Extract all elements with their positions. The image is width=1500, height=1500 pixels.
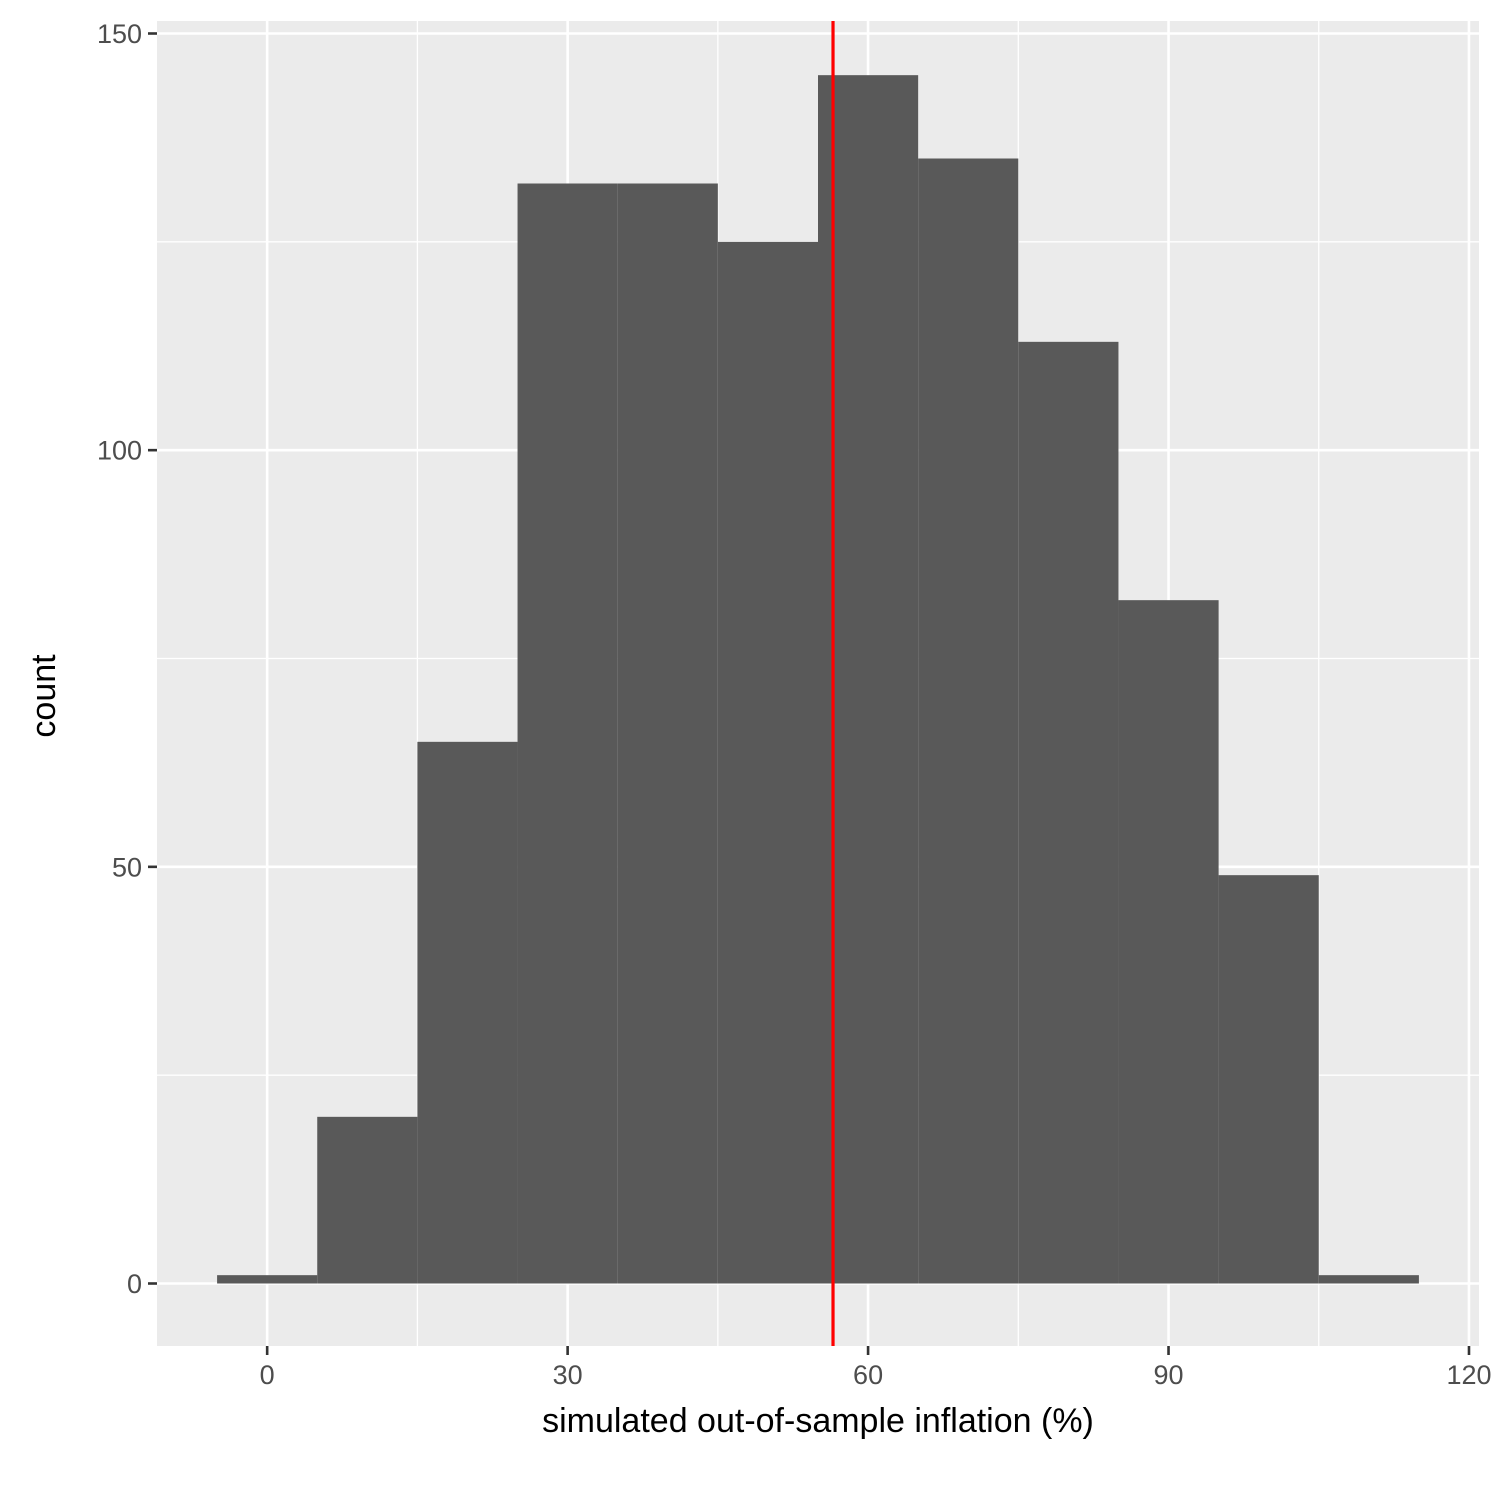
histogram-bar	[1118, 600, 1219, 1284]
histogram-bar	[1218, 875, 1319, 1284]
y-tick-label: 150	[97, 19, 142, 49]
histogram-bar	[1018, 341, 1119, 1284]
x-tick-label: 0	[260, 1360, 275, 1390]
x-tick-label: 60	[853, 1360, 883, 1390]
histogram-bars	[217, 75, 1419, 1284]
x-axis-title: simulated out-of-sample inflation (%)	[542, 1402, 1094, 1440]
histogram-bar	[517, 183, 618, 1284]
histogram-bar	[717, 241, 818, 1284]
histogram-bar	[617, 183, 718, 1284]
x-tick-label: 30	[553, 1360, 583, 1390]
y-tick-label: 0	[127, 1269, 142, 1299]
histogram-bar	[417, 741, 518, 1284]
histogram-bar	[1318, 1275, 1419, 1284]
y-tick-label: 100	[97, 436, 142, 466]
x-tick-label: 90	[1154, 1360, 1184, 1390]
histogram-bar	[818, 75, 919, 1284]
histogram-bar	[918, 158, 1019, 1284]
x-axis: 0 30 60 90 120	[260, 1346, 1492, 1390]
histogram-bar	[317, 1116, 418, 1284]
y-axis-title: count	[25, 654, 63, 738]
x-tick-label: 120	[1446, 1360, 1491, 1390]
y-axis: 0 50 100 150	[97, 19, 157, 1299]
histogram-bar	[217, 1275, 318, 1284]
y-tick-label: 50	[112, 852, 142, 882]
